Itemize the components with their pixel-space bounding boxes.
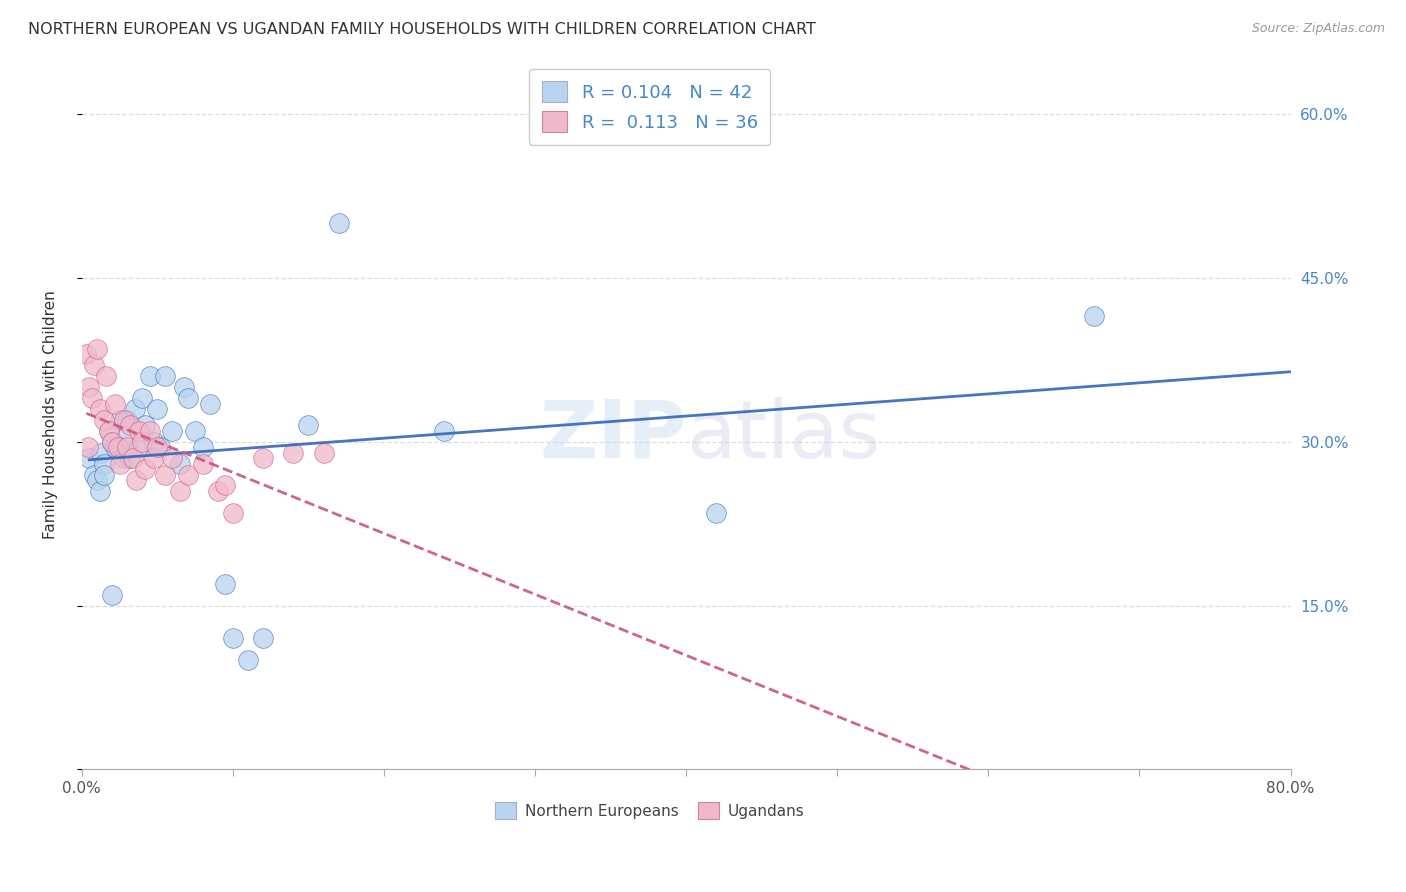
Point (93, 457, 115, 471)
Point (143, 434, 166, 449)
Point (153, 467, 176, 482)
Point (173, 380, 195, 394)
Text: Source: ZipAtlas.com: Source: ZipAtlas.com (1251, 22, 1385, 36)
Point (101, 434, 124, 449)
Point (83, 467, 105, 482)
Text: NORTHERN EUROPEAN VS UGANDAN FAMILY HOUSEHOLDS WITH CHILDREN CORRELATION CHART: NORTHERN EUROPEAN VS UGANDAN FAMILY HOUS… (28, 22, 815, 37)
Point (138, 369, 160, 384)
Point (176, 391, 198, 405)
Point (89, 483, 111, 498)
Point (86, 342, 108, 356)
Point (93, 467, 115, 482)
Point (297, 418, 319, 433)
Point (110, 440, 132, 454)
Point (149, 440, 172, 454)
Point (191, 440, 214, 454)
Point (104, 440, 127, 454)
Point (79, 451, 101, 466)
Point (128, 440, 150, 454)
Point (146, 440, 169, 454)
Point (125, 473, 148, 487)
Point (112, 451, 135, 466)
Point (97, 424, 120, 438)
Point (101, 434, 124, 449)
Text: atlas: atlas (686, 397, 880, 475)
Point (191, 457, 214, 471)
Point (93, 413, 115, 427)
Point (115, 413, 138, 427)
Point (138, 424, 160, 438)
Point (143, 451, 166, 466)
Point (283, 445, 305, 459)
Point (134, 418, 156, 433)
Point (124, 402, 146, 417)
Point (252, 451, 274, 466)
Point (115, 440, 138, 454)
Point (76, 440, 98, 454)
Legend: Northern Europeans, Ugandans: Northern Europeans, Ugandans (489, 796, 811, 825)
Point (128, 424, 150, 438)
Point (134, 462, 156, 476)
Point (97, 424, 120, 438)
Point (112, 413, 135, 427)
Point (120, 451, 142, 466)
Point (104, 396, 127, 410)
Point (207, 483, 229, 498)
Point (198, 396, 221, 410)
Point (214, 478, 236, 492)
Point (706, 506, 728, 520)
Point (131, 434, 153, 449)
Point (115, 429, 138, 443)
Y-axis label: Family Households with Children: Family Households with Children (44, 290, 58, 539)
Point (222, 506, 245, 520)
Text: ZIP: ZIP (538, 397, 686, 475)
Point (101, 588, 124, 602)
Point (108, 413, 131, 427)
Point (1083, 309, 1105, 323)
Point (75, 347, 97, 361)
Point (312, 445, 335, 459)
Point (146, 402, 169, 417)
Point (122, 451, 145, 466)
Point (176, 467, 198, 482)
Point (184, 424, 207, 438)
Point (153, 369, 176, 384)
Point (108, 457, 131, 471)
Point (86, 473, 108, 487)
Point (94, 369, 117, 384)
Point (89, 402, 111, 417)
Point (222, 632, 245, 646)
Point (131, 391, 153, 405)
Point (82, 391, 104, 405)
Point (120, 418, 142, 433)
Point (79, 380, 101, 394)
Point (252, 632, 274, 646)
Point (90, 445, 112, 459)
Point (433, 424, 456, 438)
Point (169, 483, 191, 498)
Point (83, 359, 105, 373)
Point (107, 440, 129, 454)
Point (236, 653, 259, 667)
Point (162, 451, 184, 466)
Point (214, 576, 236, 591)
Point (169, 457, 191, 471)
Point (328, 216, 350, 230)
Point (162, 424, 184, 438)
